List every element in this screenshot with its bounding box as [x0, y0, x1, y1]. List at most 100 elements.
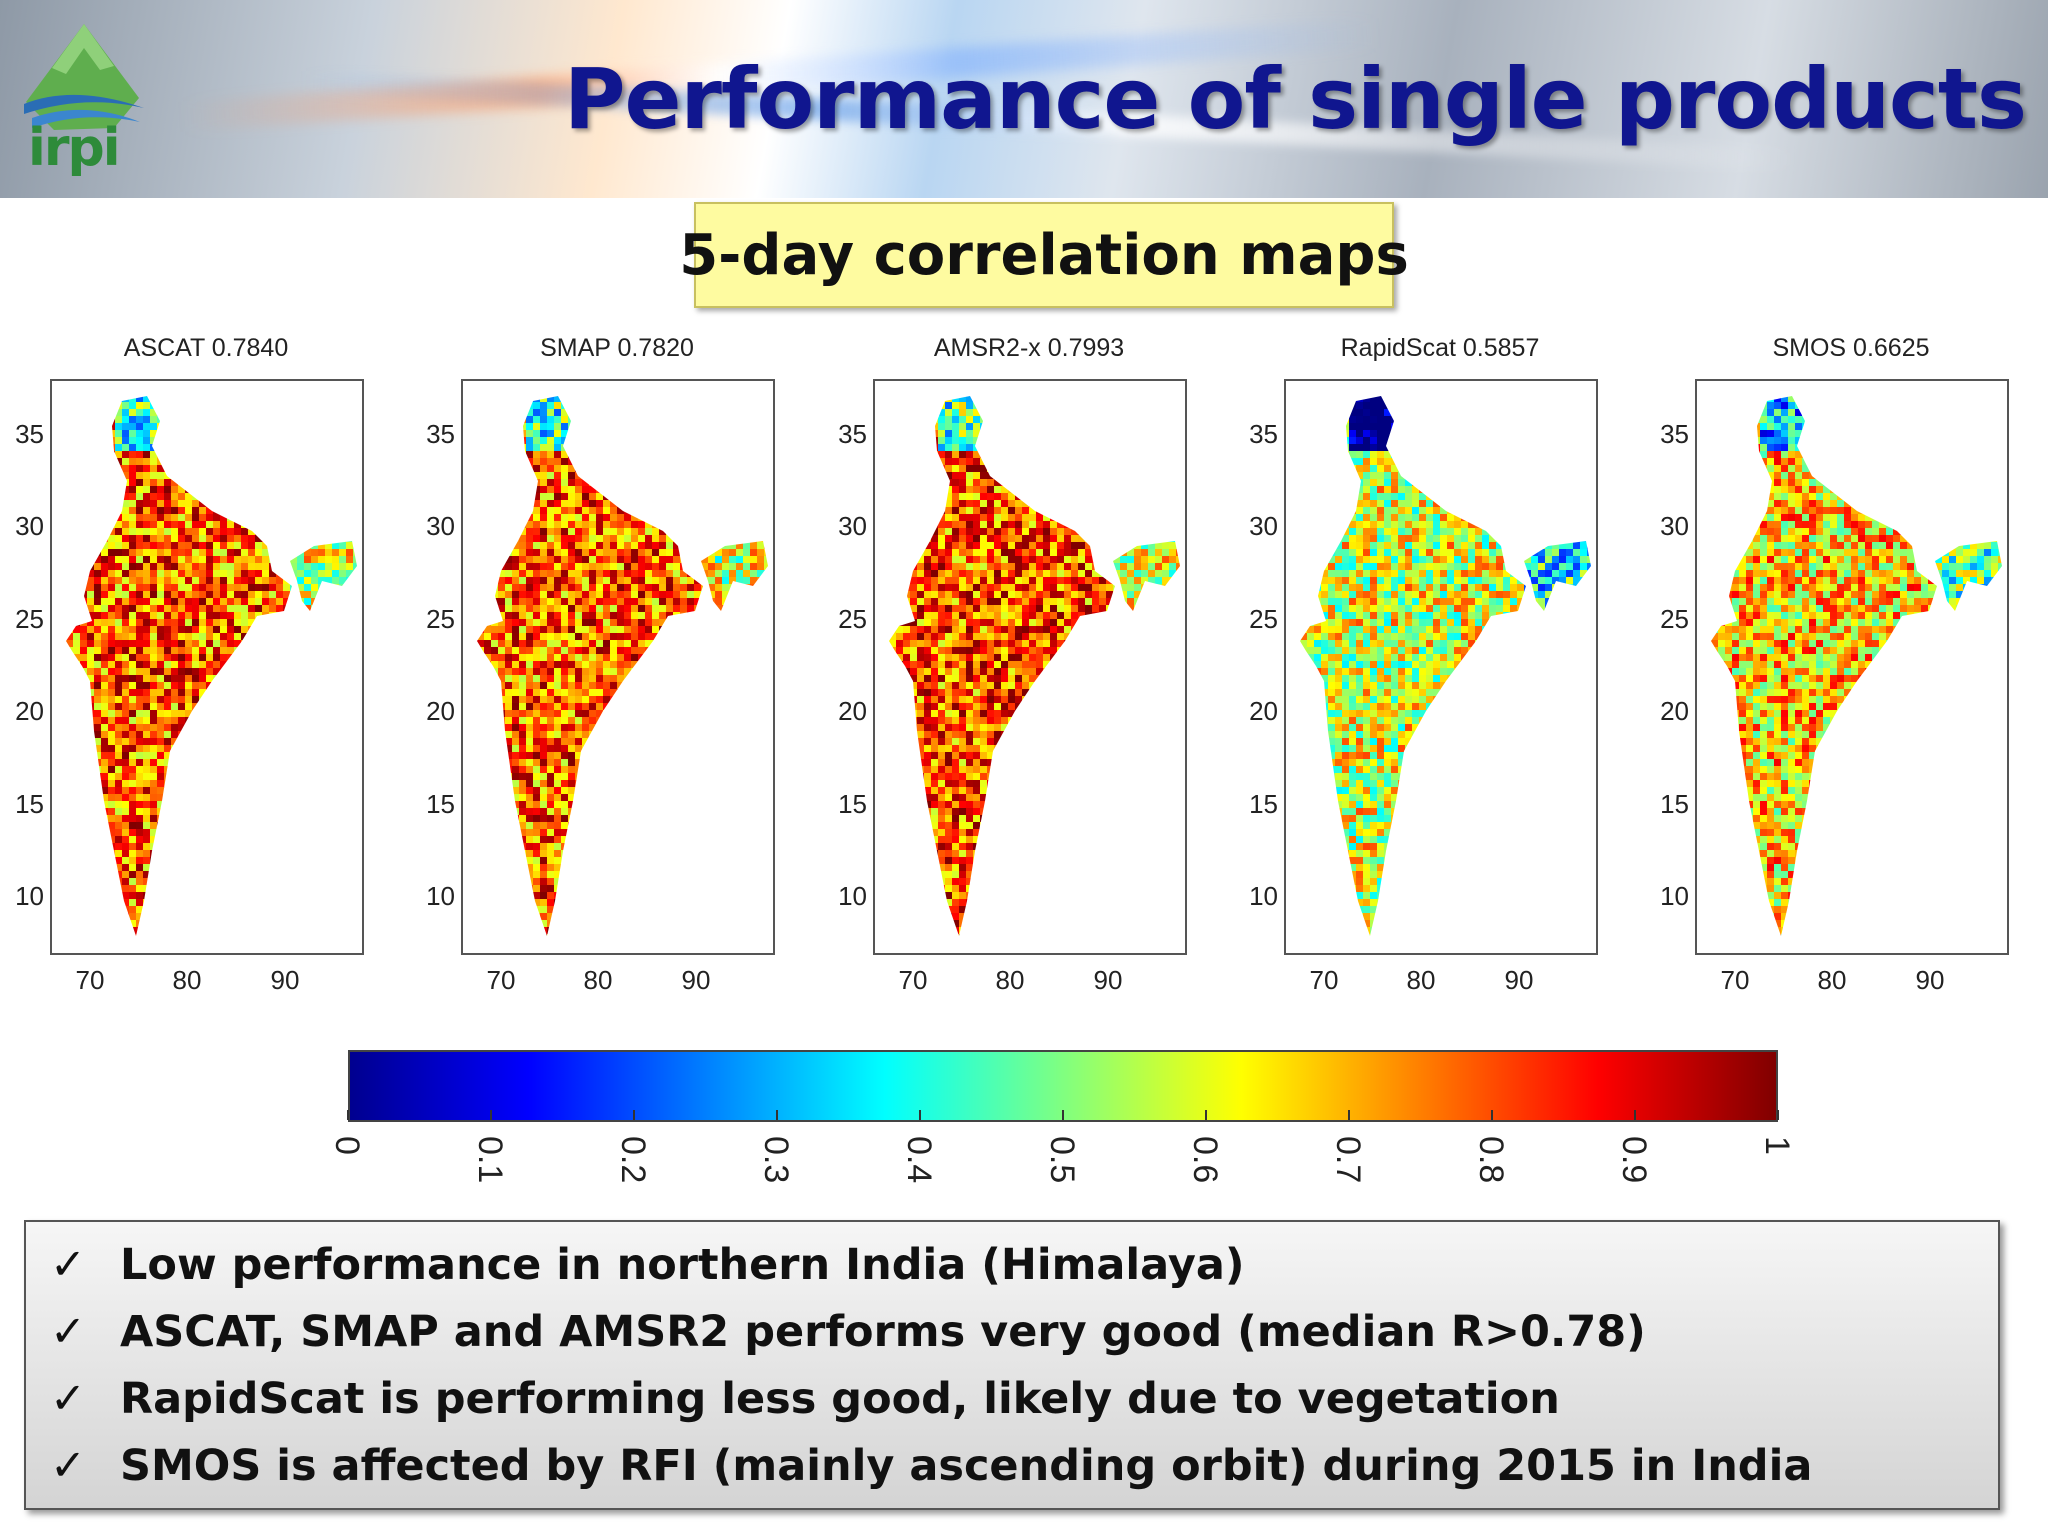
- check-icon: ✓: [50, 1374, 87, 1424]
- y-tick-label: 10: [426, 881, 455, 911]
- x-tick-label: 80: [172, 965, 202, 995]
- x-tick-label: 90: [1504, 965, 1534, 995]
- x-tick-label: 80: [995, 965, 1025, 995]
- bullet-item: ✓ RapidScat is performing less good, like…: [50, 1374, 1560, 1424]
- map-heatmap: [889, 396, 1180, 936]
- page-title: Performance of single products: [563, 50, 2027, 148]
- colorbar-tick-label: 0.7: [1329, 1136, 1367, 1184]
- colorbar-tick-label: 0.1: [471, 1136, 509, 1184]
- check-icon: ✓: [50, 1441, 87, 1491]
- map-panel: [50, 379, 364, 955]
- y-tick-label: 20: [426, 696, 455, 726]
- y-tick-label: 10: [1660, 881, 1689, 911]
- y-tick-label: 10: [1249, 881, 1278, 911]
- colorbar-tick-mark: [347, 1110, 349, 1120]
- y-tick-label: 35: [15, 419, 44, 449]
- check-icon: ✓: [50, 1307, 87, 1357]
- colorbar-tick-label: 0.5: [1043, 1136, 1081, 1184]
- map-title: AMSR2-x 0.7993: [933, 334, 1125, 362]
- y-tick-label: 10: [15, 881, 44, 911]
- y-tick-label: 15: [426, 789, 455, 819]
- y-tick-label: 20: [838, 696, 867, 726]
- colorbar-tick-mark: [1062, 1110, 1064, 1120]
- y-tick-label: 25: [15, 604, 44, 634]
- y-tick-label: 35: [1249, 419, 1278, 449]
- bullet-item: ✓ SMOS is affected by RFI (mainly ascendi…: [50, 1441, 1812, 1491]
- y-tick-label: 30: [1660, 511, 1689, 541]
- colorbar-tick-mark: [1634, 1110, 1636, 1120]
- y-tick-label: 15: [1249, 789, 1278, 819]
- map-heatmap: [477, 396, 768, 936]
- map-panel: [1695, 379, 2009, 955]
- y-tick-label: 35: [426, 419, 455, 449]
- subtitle: 5-day correlation maps: [679, 222, 1409, 288]
- x-tick-label: 90: [1093, 965, 1123, 995]
- slide-header: irpi Performance of single products: [0, 0, 2048, 198]
- bullet-text: SMOS is affected by RFI (mainly ascendin…: [120, 1441, 1813, 1491]
- x-tick-label: 70: [1309, 965, 1339, 995]
- x-tick-label: 80: [1817, 965, 1847, 995]
- check-icon: ✓: [50, 1240, 87, 1290]
- y-tick-label: 10: [838, 881, 867, 911]
- map-panel: [873, 379, 1187, 955]
- y-tick-label: 30: [838, 511, 867, 541]
- map-title: SMAP 0.7820: [540, 334, 694, 362]
- y-tick-label: 15: [838, 789, 867, 819]
- bullet-item: ✓ Low performance in northern India (Hima…: [50, 1240, 1245, 1290]
- x-tick-label: 90: [1915, 965, 1945, 995]
- x-tick-label: 70: [75, 965, 105, 995]
- subtitle-box: 5-day correlation maps: [679, 202, 1409, 308]
- colorbar-tick-label: 0.6: [1186, 1136, 1224, 1184]
- map-panel: [1284, 379, 1598, 955]
- colorbar-tick-mark: [776, 1110, 778, 1120]
- map-heatmap: [1300, 396, 1591, 936]
- y-tick-label: 15: [1660, 789, 1689, 819]
- y-tick-label: 30: [15, 511, 44, 541]
- colorbar-tick-mark: [919, 1110, 921, 1120]
- map-title: SMOS 0.6625: [1772, 334, 1930, 362]
- colorbar-tick-mark: [490, 1110, 492, 1120]
- x-tick-label: 70: [1720, 965, 1750, 995]
- x-tick-label: 80: [583, 965, 613, 995]
- conclusions-box: ✓ Low performance in northern India (Hima…: [24, 1220, 2000, 1510]
- colorbar-tick-label: 1: [1758, 1136, 1796, 1155]
- x-tick-label: 70: [486, 965, 516, 995]
- colorbar-tick-label: 0.2: [614, 1136, 652, 1184]
- y-tick-label: 20: [15, 696, 44, 726]
- bullet-item: ✓ ASCAT, SMAP and AMSR2 performs very goo…: [50, 1307, 1646, 1357]
- x-tick-label: 80: [1406, 965, 1436, 995]
- colorbar-tick-mark: [1491, 1110, 1493, 1120]
- y-tick-label: 15: [15, 789, 44, 819]
- bullet-text: ASCAT, SMAP and AMSR2 performs very good…: [120, 1307, 1646, 1357]
- colorbar-tick-mark: [1205, 1110, 1207, 1120]
- x-tick-label: 70: [898, 965, 928, 995]
- bullet-text: Low performance in northern India (Himal…: [120, 1240, 1245, 1290]
- y-tick-label: 20: [1249, 696, 1278, 726]
- colorbar-tick-mark: [633, 1110, 635, 1120]
- x-tick-label: 90: [270, 965, 300, 995]
- y-tick-label: 30: [426, 511, 455, 541]
- map-heatmap: [66, 396, 357, 936]
- colorbar-tick-label: 0.9: [1615, 1136, 1653, 1184]
- logo-text: irpi: [28, 118, 121, 178]
- colorbar-tick-label: 0.8: [1472, 1136, 1510, 1184]
- y-tick-label: 20: [1660, 696, 1689, 726]
- colorbar-tick-mark: [1777, 1110, 1779, 1120]
- y-tick-label: 35: [1660, 419, 1689, 449]
- bullet-text: RapidScat is performing less good, likel…: [120, 1374, 1560, 1424]
- colorbar-tick-label: 0.4: [900, 1136, 938, 1184]
- y-tick-label: 25: [838, 604, 867, 634]
- y-tick-label: 25: [426, 604, 455, 634]
- colorbar-tick-label: 0: [328, 1136, 366, 1155]
- y-tick-label: 35: [838, 419, 867, 449]
- x-tick-label: 90: [681, 965, 711, 995]
- y-tick-label: 25: [1249, 604, 1278, 634]
- y-tick-label: 30: [1249, 511, 1278, 541]
- map-heatmap: [1711, 396, 2002, 936]
- colorbar-tick-mark: [1348, 1110, 1350, 1120]
- irpi-logo-icon: [24, 24, 144, 130]
- map-title: ASCAT 0.7840: [123, 334, 289, 362]
- y-tick-label: 25: [1660, 604, 1689, 634]
- map-title: RapidScat 0.5857: [1340, 334, 1540, 362]
- map-panel: [461, 379, 775, 955]
